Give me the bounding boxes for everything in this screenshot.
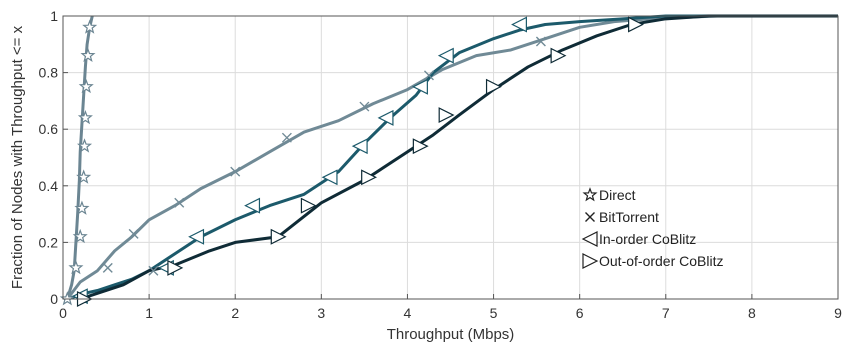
x-tick-label: 0 xyxy=(59,305,67,321)
series-marker-triangle-left xyxy=(188,228,205,245)
series-marker-star xyxy=(72,228,88,244)
tick-labels: 0 1 2 3 4 5 6 7 8 9 0 0.2 0.4 0.6 0.8 1 xyxy=(39,8,843,321)
series-marker-triangle-left xyxy=(321,169,338,186)
plot-frame xyxy=(62,15,839,300)
legend-marker-x xyxy=(585,212,595,222)
x-tick-label: 9 xyxy=(834,305,842,321)
series-marker-x xyxy=(359,101,370,112)
y-tick-label: 0.8 xyxy=(39,65,59,81)
series-marker-triangle-left xyxy=(412,78,428,95)
series-marker-x xyxy=(423,70,434,81)
series-marker-x xyxy=(174,197,185,208)
series-marker-triangle-right xyxy=(485,78,502,95)
x-tick-label: 1 xyxy=(145,305,153,321)
series-marker-star xyxy=(77,109,93,125)
x-tick-label: 5 xyxy=(490,305,498,321)
y-axis-label: Fraction of Nodes with Throughput <= x xyxy=(9,25,26,289)
legend-label: BitTorrent xyxy=(599,209,659,225)
legend-marker-star xyxy=(582,187,598,202)
x-axis-label: Throughput (Mbps) xyxy=(387,326,515,343)
series-marker-x xyxy=(148,265,159,276)
series-marker-star xyxy=(80,47,96,63)
series-marker-x xyxy=(281,132,292,143)
series-marker-star xyxy=(68,259,84,275)
y-tick-label: 0.2 xyxy=(39,234,59,250)
series-marker-x xyxy=(102,262,113,273)
marker-layer xyxy=(59,16,644,307)
series-line-x xyxy=(66,14,838,300)
series-marker-triangle-right xyxy=(550,47,567,64)
series-marker-triangle-left xyxy=(437,47,454,64)
legend-label: Direct xyxy=(599,187,636,203)
legend: Direct BitTorrent In-order CoBlitz Out-of-o… xyxy=(581,187,723,269)
legend-marker-triangle-right xyxy=(582,253,599,269)
series-marker-triangle-right xyxy=(167,259,184,276)
series-marker-star xyxy=(82,19,98,34)
series-marker-triangle-right xyxy=(300,197,317,214)
series-line-triangle-left xyxy=(66,14,838,301)
series-marker-triangle-left xyxy=(244,197,261,214)
x-tick-label: 7 xyxy=(662,305,670,321)
x-tick-label: 3 xyxy=(317,305,325,321)
x-tick-label: 2 xyxy=(231,305,239,321)
x-tick-label: 6 xyxy=(576,305,584,321)
series-marker-star xyxy=(76,169,92,184)
y-tick-label: 0.6 xyxy=(39,121,59,137)
series-marker-star xyxy=(78,78,94,94)
legend-label: Out-of-order CoBlitz xyxy=(599,253,723,269)
series-marker-triangle-left xyxy=(351,138,368,155)
series-marker-triangle-right xyxy=(628,16,644,33)
y-tick-label: 0 xyxy=(50,291,58,307)
series-marker-triangle-right xyxy=(412,138,429,155)
series-marker-x xyxy=(535,36,546,47)
x-tick-label: 4 xyxy=(404,305,412,321)
series-marker-triangle-right xyxy=(270,228,287,245)
series-marker-star xyxy=(76,138,93,153)
series-marker-x xyxy=(128,228,139,239)
series-marker-triangle-right xyxy=(438,107,455,124)
x-tick-label: 8 xyxy=(748,305,756,321)
legend-marker-triangle-left xyxy=(581,231,598,247)
y-tick-label: 0.4 xyxy=(39,178,59,194)
series-marker-star xyxy=(74,200,90,215)
series-marker-triangle-right xyxy=(361,169,378,186)
series-marker-triangle-left xyxy=(377,109,394,126)
series-line-triangle-right xyxy=(79,14,838,301)
legend-label: In-order CoBlitz xyxy=(599,231,696,247)
series-marker-x xyxy=(230,166,241,177)
y-tick-label: 1 xyxy=(50,8,58,24)
series-marker-triangle-left xyxy=(511,16,527,33)
